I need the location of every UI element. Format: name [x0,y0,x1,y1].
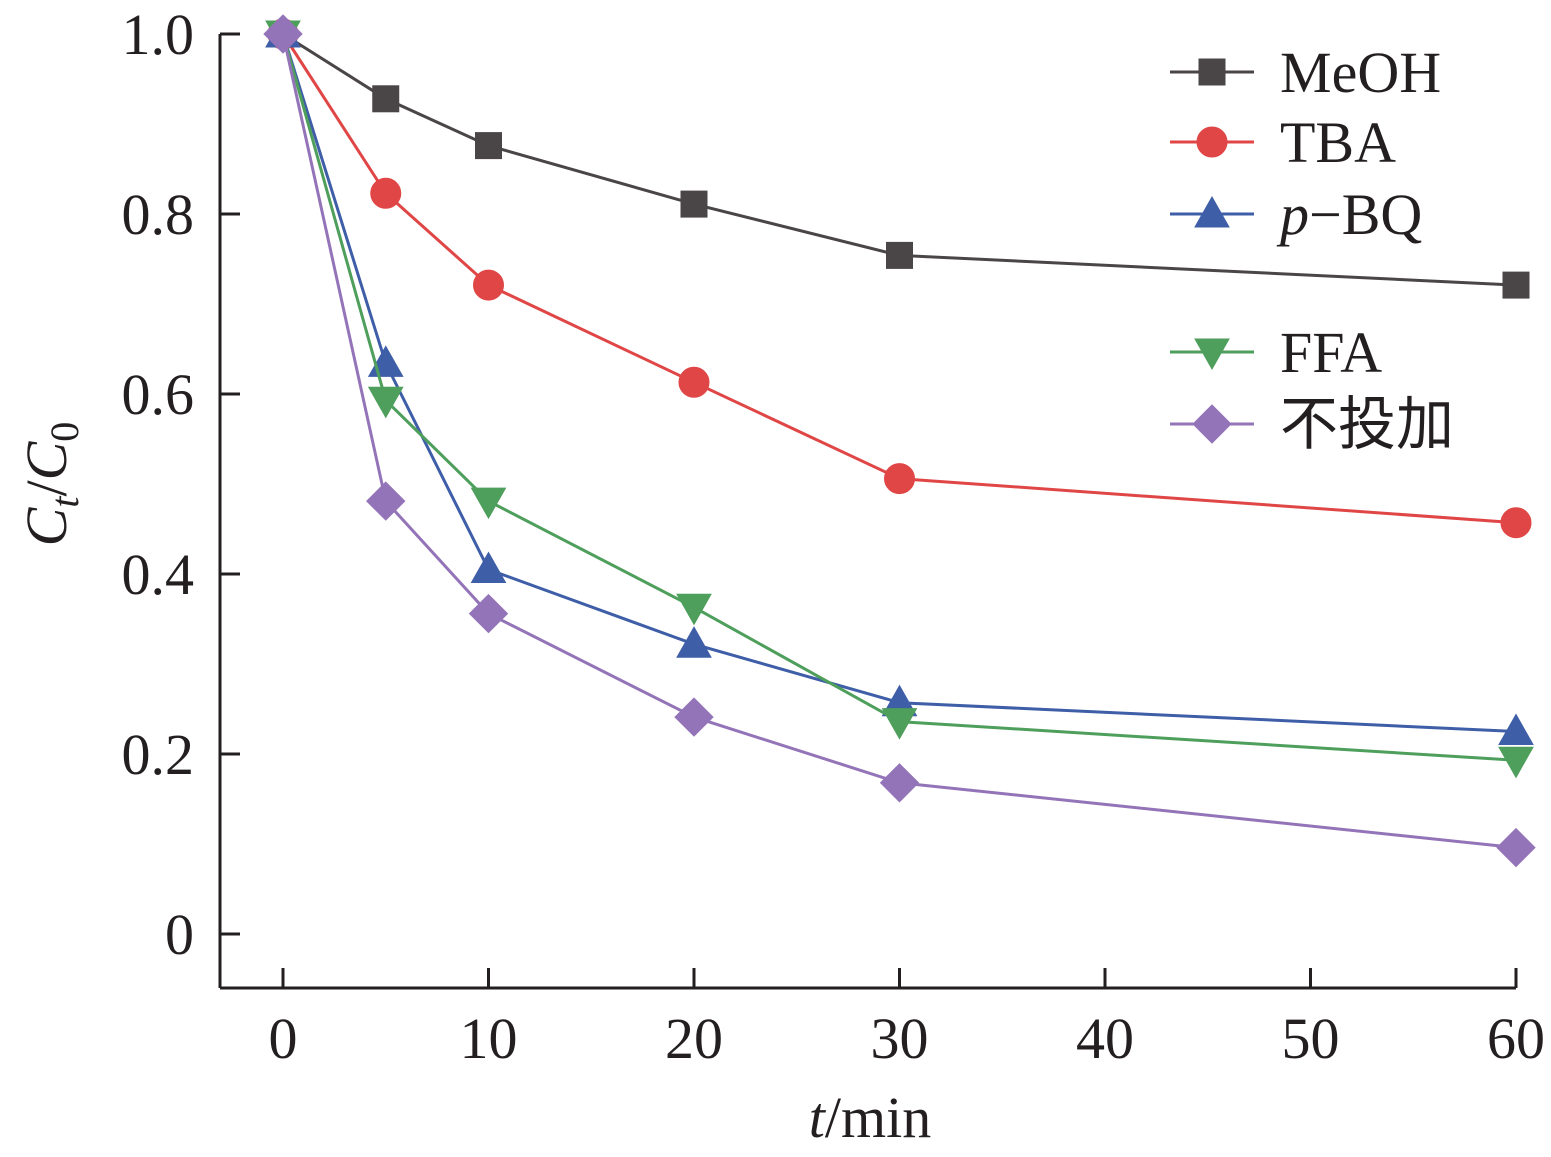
data-point [1500,507,1532,539]
legend-label: TBA [1280,110,1396,175]
y-tick-label: 0.8 [122,182,195,247]
x-tick-label: 30 [871,1006,929,1071]
y-tick-label: 0.2 [122,722,195,787]
series-line [281,33,1517,850]
data-point [886,241,913,269]
data-point [468,593,509,634]
data-point [879,763,920,803]
legend-item: FFA [1170,320,1382,385]
data-point [366,481,406,521]
legend-item: MeOH [1170,40,1441,105]
legend-item: TBA [1170,110,1396,175]
legend-marker [1194,338,1230,371]
data-point [1496,827,1536,868]
series-line [282,32,1517,287]
data-point [1498,713,1534,745]
legend-label: p−BQ [1276,182,1422,247]
legend-item: p−BQ [1170,182,1422,247]
data-point [470,487,507,520]
x-axis-variable: t [809,1085,827,1150]
axes [218,34,1516,990]
data-point [1502,271,1530,299]
data-point [674,697,714,737]
series-none-added [263,14,1536,868]
x-tick-label: 50 [1282,1006,1340,1071]
y-tick-label: 0 [165,902,194,967]
x-tick-label: 60 [1487,1006,1545,1071]
x-axis-unit: /min [825,1085,931,1150]
x-tick-label: 10 [460,1006,518,1071]
series-line [281,33,1517,525]
data-point [372,85,400,113]
legend-label: FFA [1280,320,1382,385]
data-point [367,386,404,419]
x-tick-label: 40 [1076,1006,1134,1071]
series-line [281,33,1517,762]
data-point [370,177,402,209]
x-axis-ticks: 0 10 20 30 40 50 60 [269,968,1545,1071]
y-axis-numerator-subscript: t [42,496,87,508]
y-axis-ticks: 0 0.2 0.4 0.6 0.8 1.0 [122,2,240,967]
legend-label-italic: p [1276,182,1309,247]
x-tick-label: 0 [269,1006,298,1071]
data-point [678,366,710,398]
legend-label-rest: −BQ [1309,182,1422,247]
x-tick-label: 20 [665,1006,723,1071]
legend-label: 不投加 [1280,392,1454,457]
data-point [263,14,303,54]
y-axis-title: Ct/C0 [14,422,87,547]
data-point [475,132,502,160]
data-point [881,708,918,740]
x-axis-title: t/min [809,1085,931,1150]
legend-label: MeOH [1280,40,1441,105]
data-point [676,626,712,658]
legend-marker [1194,195,1230,228]
series-p-bq [265,15,1534,745]
legend-item: 不投加 [1170,392,1454,457]
legend-marker [1192,404,1232,444]
data-point [1498,746,1534,779]
series-line [281,33,1517,733]
series-ffa [265,20,1534,779]
data-point [473,269,504,301]
data-point [470,551,507,583]
plot-series [263,14,1536,868]
legend-marker [1196,126,1228,158]
series-tba [267,18,1532,539]
y-axis-numerator: C [14,506,79,546]
y-axis-denominator: C [14,440,79,480]
y-axis-denominator-subscript: 0 [42,422,87,442]
data-point [884,463,915,495]
y-tick-label: 0.6 [122,362,195,427]
y-tick-label: 1.0 [122,2,195,67]
y-axis-separator: / [14,480,79,497]
data-point [676,593,712,626]
legend-marker [1198,58,1226,86]
y-tick-label: 0.4 [122,542,195,607]
data-point [680,190,708,218]
